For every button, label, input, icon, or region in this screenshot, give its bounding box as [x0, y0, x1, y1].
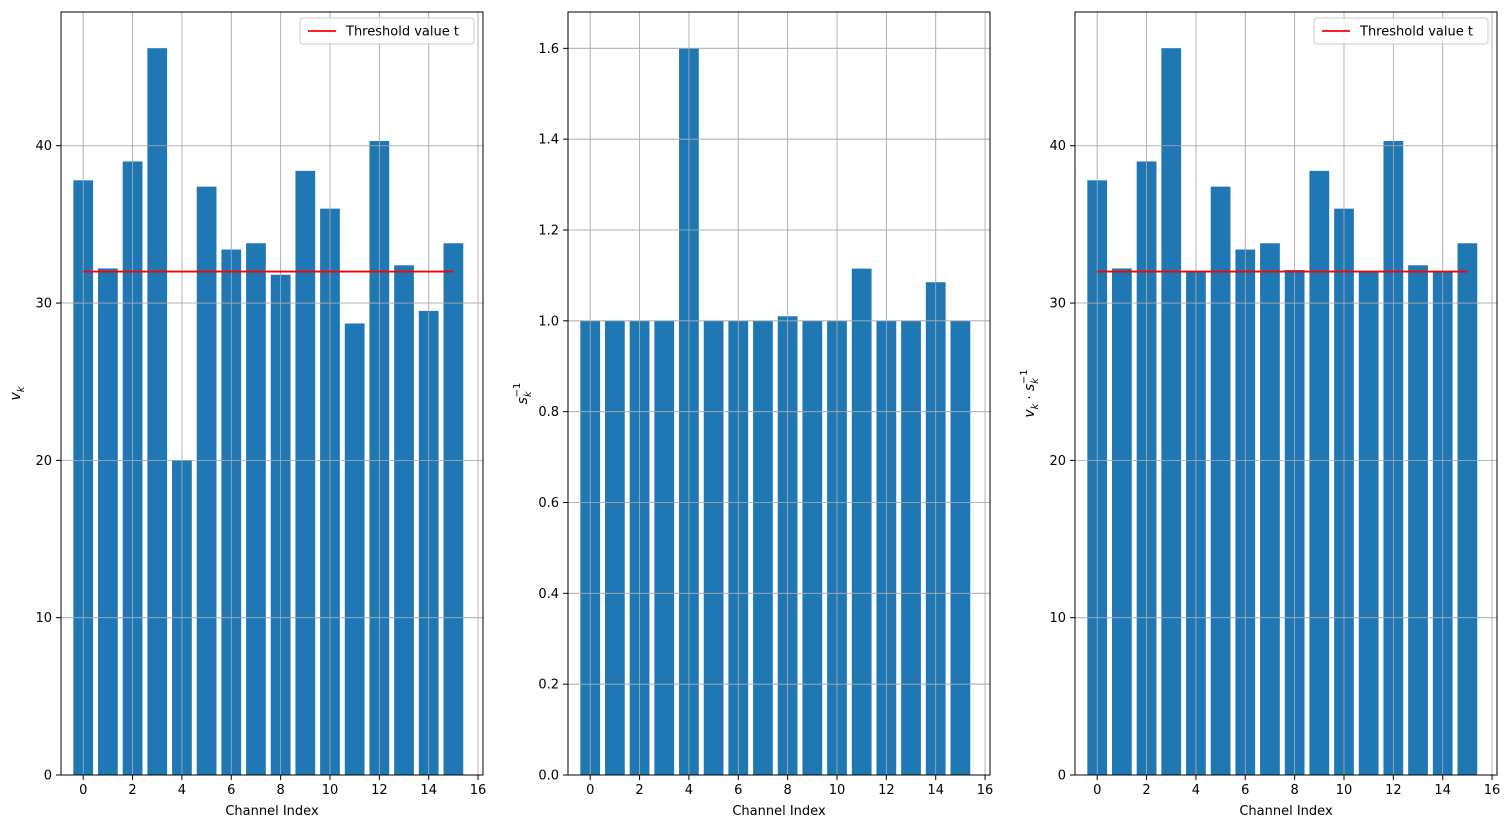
- x-tick-label: 2: [128, 783, 136, 798]
- x-tick-label: 4: [685, 783, 693, 798]
- bar-channel-7: [1260, 243, 1280, 776]
- x-tick-label: 12: [371, 783, 388, 798]
- chart-panel-3: 0 2 4 6 8 10 12 14 16 0 10 20 30 40 Channel Index vk · …: [1019, 11, 1501, 819]
- bar-channel-3: [1161, 48, 1182, 775]
- chart-panel-1: 0 2 4 6 8 10 12 14 16 0 10 20 30 40 Channel Index vk Thr…: [8, 11, 487, 819]
- x-tick-label: 14: [420, 783, 437, 798]
- x-tick-label: 2: [635, 783, 643, 798]
- x-tick-label: 4: [178, 783, 186, 798]
- bar-channel-7: [753, 320, 773, 775]
- bar-channel-15: [950, 320, 971, 775]
- x-tick-label: 6: [1241, 783, 1249, 798]
- y-tick-label: 20: [1049, 454, 1066, 469]
- x-tick-label: 14: [1434, 783, 1451, 798]
- bar-channel-7: [246, 243, 266, 776]
- axes-frame: [567, 11, 991, 776]
- bar-channel-11: [344, 323, 365, 775]
- bar-channel-3: [147, 48, 168, 775]
- y-tick-label: 10: [1049, 611, 1066, 626]
- y-axis-label: vk: [8, 385, 27, 400]
- x-tick-label: 16: [1484, 783, 1501, 798]
- grid-overlay: [568, 12, 990, 776]
- axes-frame: [1074, 11, 1498, 776]
- y-tick-label: 10: [35, 611, 52, 626]
- bar-channel-9: [295, 170, 316, 776]
- bar-channel-5: [703, 320, 724, 775]
- x-tick-label: 0: [586, 783, 594, 798]
- y-tick-label: 40: [1049, 139, 1066, 154]
- axes-frame: [60, 11, 484, 776]
- x-tick-label: 6: [227, 783, 235, 798]
- grid-overlay: [61, 12, 483, 776]
- y-axis-label: sk−1: [512, 383, 534, 405]
- bar-channel-3: [654, 320, 675, 775]
- bar-channel-5: [1210, 186, 1231, 775]
- bar-channel-15: [1457, 243, 1478, 776]
- y-tick-label: 30: [1049, 297, 1066, 312]
- bars: [1087, 48, 1478, 776]
- x-tick-label: 12: [878, 783, 895, 798]
- x-axis-label: Channel Index: [225, 804, 319, 819]
- y-tick-label: 0.8: [538, 405, 559, 420]
- y-tick-label: 0.6: [538, 496, 559, 511]
- grid-overlay: [1075, 12, 1497, 776]
- y-tick-label: 30: [35, 297, 52, 312]
- legend-box: [299, 17, 475, 45]
- y-tick-label: 0.2: [538, 678, 559, 693]
- x-tick-label: 12: [1385, 783, 1402, 798]
- y-tick-label: 0.0: [538, 769, 559, 784]
- legend-label: Threshold value t: [345, 25, 459, 40]
- bar-channel-13: [394, 265, 414, 775]
- bar-channel-1: [98, 268, 118, 775]
- x-tick-label: 2: [1142, 783, 1150, 798]
- bar-channel-11: [1358, 271, 1379, 775]
- x-axis-label: Channel Index: [732, 804, 826, 819]
- bar-channel-13: [1408, 265, 1428, 775]
- y-tick-label: 40: [35, 139, 52, 154]
- x-tick-label: 6: [734, 783, 742, 798]
- y-axis-label: vk · sk−1: [1019, 369, 1041, 417]
- x-tick-label: 4: [1192, 783, 1200, 798]
- x-tick-label: 10: [829, 783, 846, 798]
- legend-label: Threshold value t: [1359, 25, 1473, 40]
- y-tick-label: 0.4: [538, 587, 559, 602]
- x-tick-label: 10: [322, 783, 339, 798]
- x-tick-label: 14: [927, 783, 944, 798]
- y-tick-label: 1.0: [538, 314, 559, 329]
- y-tick-label: 1.2: [538, 224, 559, 239]
- y-tick-label: 20: [35, 454, 52, 469]
- bar-channel-13: [901, 320, 921, 775]
- legend: Threshold value t: [1313, 17, 1489, 45]
- y-tick-label: 0: [44, 769, 52, 784]
- x-tick-label: 10: [1336, 783, 1353, 798]
- bar-channel-1: [605, 320, 625, 775]
- x-tick-label: 8: [1290, 783, 1298, 798]
- y-tick-label: 1.4: [538, 133, 559, 148]
- y-tick-label: 0: [1058, 769, 1066, 784]
- bar-channel-11: [851, 268, 872, 775]
- bar-channel-1: [1112, 268, 1132, 775]
- x-tick-label: 8: [276, 783, 284, 798]
- y-tick-label: 1.6: [538, 42, 559, 57]
- bar-channel-5: [196, 186, 217, 775]
- bar-channel-15: [443, 243, 464, 776]
- x-tick-label: 16: [977, 783, 994, 798]
- x-tick-label: 16: [470, 783, 487, 798]
- x-tick-label: 0: [1093, 783, 1101, 798]
- chart-panel-2: 0 2 4 6 8 10 12 14 16 0.0 0.2 0.4 0.6 0.8 1.0 1.2 1.4 1.6…: [512, 11, 994, 819]
- legend-box: [1313, 17, 1489, 45]
- x-tick-label: 8: [783, 783, 791, 798]
- x-tick-label: 0: [79, 783, 87, 798]
- bar-channel-9: [1309, 170, 1330, 776]
- bar-channel-9: [802, 320, 823, 775]
- legend: Threshold value t: [299, 17, 475, 45]
- x-axis-label: Channel Index: [1239, 804, 1333, 819]
